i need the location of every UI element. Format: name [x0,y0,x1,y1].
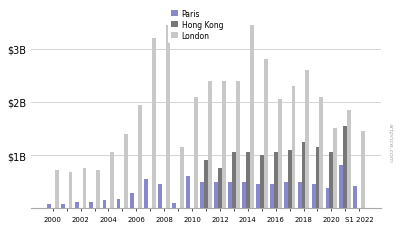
Bar [75,202,79,209]
Bar [330,153,333,209]
Bar [68,172,72,209]
Bar [302,142,306,209]
Bar [347,110,351,209]
Bar [208,81,212,209]
Bar [110,153,114,209]
Bar [278,100,282,209]
Bar [180,147,184,209]
Bar [344,126,347,209]
Bar [89,202,92,209]
Bar [316,147,320,209]
Bar [228,182,232,209]
Bar [292,87,296,209]
Bar [236,81,240,209]
Bar [264,60,268,209]
Bar [288,150,292,209]
Bar [124,134,128,209]
Bar [250,25,254,209]
Bar [222,81,226,209]
Bar [172,203,176,209]
Bar [312,185,316,209]
Bar [306,71,309,209]
Bar [340,165,344,209]
Bar [232,153,236,209]
Bar [354,186,357,209]
Bar [61,204,65,209]
Bar [274,153,278,209]
Bar [333,129,337,209]
Bar [246,153,250,209]
Bar [204,161,208,209]
Bar [256,185,260,209]
Bar [218,169,222,209]
Bar [166,25,170,209]
Bar [144,179,148,209]
Bar [214,182,218,209]
Bar [186,177,190,209]
Bar [152,39,156,209]
Bar [194,97,198,209]
Bar [130,194,134,209]
Bar [242,182,246,209]
Legend: Paris, Hong Kong, London: Paris, Hong Kong, London [168,7,226,44]
Bar [116,199,120,209]
Bar [102,201,106,209]
Bar [138,105,142,209]
Bar [260,155,264,209]
Bar [270,185,274,209]
Text: artprice.com: artprice.com [388,122,392,162]
Bar [158,185,162,209]
Bar [96,170,100,209]
Bar [82,169,86,209]
Bar [47,204,51,209]
Bar [55,170,58,209]
Bar [200,182,204,209]
Bar [298,182,302,209]
Bar [326,188,330,209]
Bar [284,182,288,209]
Bar [320,97,323,209]
Bar [361,132,365,209]
